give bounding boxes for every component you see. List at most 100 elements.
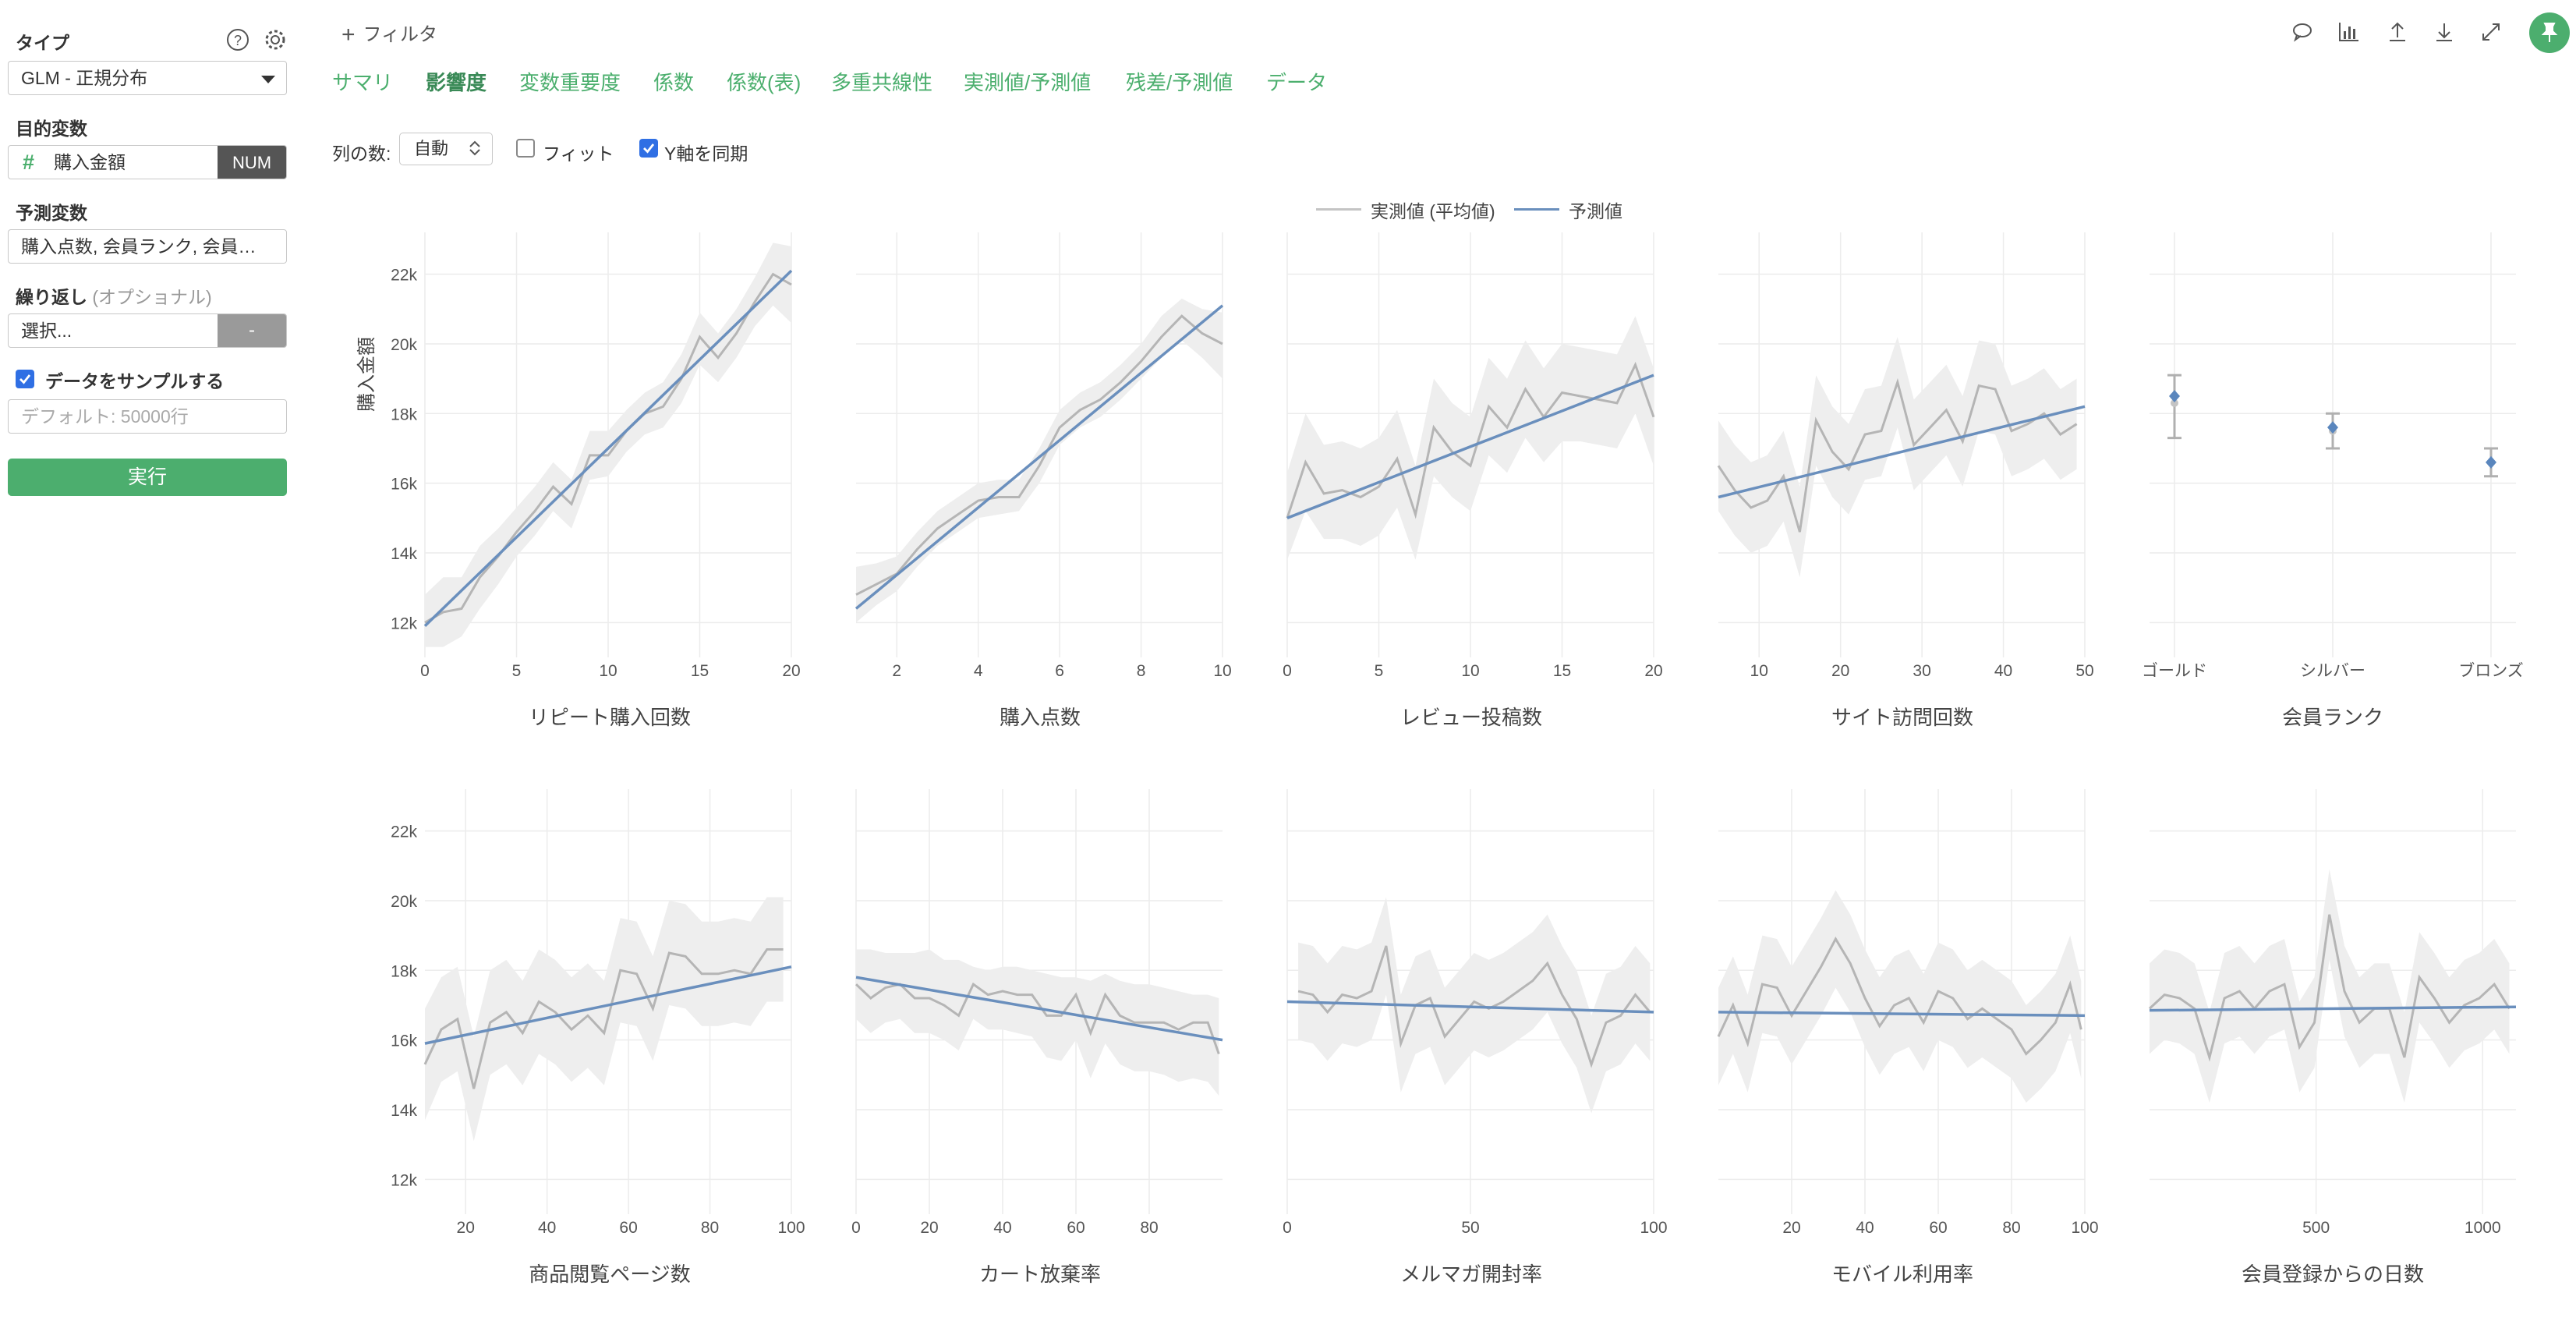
- tab-residual-vs-predicted[interactable]: 残差/予測値: [1126, 71, 1233, 94]
- type-select[interactable]: GLM - 正規分布: [8, 61, 287, 95]
- y-tick-label: 16k: [391, 1032, 417, 1050]
- sample-size-input[interactable]: デフォルト: 50000行: [8, 399, 287, 434]
- y-tick-label: 12k: [391, 614, 417, 632]
- x-tick-label: 10: [1750, 662, 1768, 680]
- predicted-line: [2149, 1005, 2517, 1012]
- actual-mean-line: [855, 314, 1223, 596]
- x-tick-label: 20: [782, 662, 800, 680]
- x-tick-label: 20: [920, 1219, 938, 1237]
- tab-actual-vs-predicted[interactable]: 実測値/予測値: [964, 71, 1092, 94]
- download-icon[interactable]: [2431, 19, 2457, 45]
- sample-label: データをサンプルする: [45, 371, 225, 391]
- filter-button[interactable]: + フィルタ: [341, 19, 437, 48]
- run-button[interactable]: 実行: [8, 459, 287, 496]
- effect-panel-2: 0 5 10 15 20: [1283, 232, 1663, 680]
- sample-checkbox[interactable]: [16, 370, 34, 388]
- confidence-band: [1718, 337, 2077, 578]
- target-type-badge: NUM: [218, 146, 286, 179]
- chevron-down-icon: [261, 76, 275, 83]
- x-tick-label: 50: [1461, 1219, 1479, 1237]
- upload-icon[interactable]: [2384, 19, 2411, 45]
- effect-panel-4: ゴールド シルバー ブロンズ: [2142, 232, 2524, 680]
- x-tick-label: 60: [1929, 1219, 1947, 1237]
- chart-icon[interactable]: [2336, 19, 2362, 45]
- x-tick-label: 15: [1553, 662, 1571, 680]
- actual-mean-line: [424, 272, 792, 624]
- y-tick-label: 20k: [391, 893, 417, 911]
- chevron-updown-icon: [469, 140, 480, 156]
- x-tick-label: 80: [2002, 1219, 2020, 1237]
- panel-title-member-rank: 会員ランク: [2281, 706, 2383, 729]
- type-select-value: GLM - 正規分布: [21, 68, 148, 88]
- sync-y-label: Y軸を同期: [664, 143, 748, 164]
- x-tick-label: シルバー: [2300, 662, 2365, 680]
- repeat-select[interactable]: 選択...: [21, 321, 73, 341]
- x-tick-label: ブロンズ: [2458, 662, 2524, 680]
- confidence-band: [2150, 869, 2510, 1103]
- y-tick-label: 14k: [391, 1102, 417, 1120]
- x-tick-label: 0: [851, 1219, 861, 1237]
- tab-multicollinearity[interactable]: 多重共線性: [831, 71, 933, 94]
- y-tick-label: 12k: [391, 1171, 417, 1189]
- effect-panel-3: 10 20 30 40 50: [1717, 232, 2094, 680]
- x-tick-label: 2: [892, 662, 901, 680]
- legend-predicted-label[interactable]: 予測値: [1569, 201, 1622, 221]
- pin-button[interactable]: [2529, 12, 2570, 53]
- x-tick-label: 6: [1055, 662, 1064, 680]
- repeat-button[interactable]: -: [218, 314, 286, 347]
- y-tick-label: 20k: [391, 336, 417, 354]
- confidence-band: [1298, 897, 1651, 1114]
- target-field[interactable]: # 購入金額 NUM: [8, 145, 287, 179]
- tab-coefficients-table[interactable]: 係数(表): [727, 71, 801, 94]
- x-tick-label: 40: [993, 1219, 1011, 1237]
- numeric-hash-icon: #: [23, 151, 35, 174]
- panel-title-newsletter-open: メルマガ開封率: [1399, 1263, 1542, 1286]
- actual-mean-line: [2148, 914, 2511, 1062]
- x-tick-label: 100: [1640, 1219, 1667, 1237]
- comment-icon[interactable]: [2289, 19, 2316, 45]
- x-tick-label: 4: [974, 662, 983, 680]
- predicted-point: [2486, 455, 2496, 469]
- tab-data[interactable]: データ: [1266, 71, 1328, 94]
- x-tick-label: 5: [512, 662, 522, 680]
- legend-actual-swatch: [1316, 208, 1361, 211]
- expand-icon[interactable]: [2478, 19, 2504, 45]
- confidence-band: [856, 298, 1223, 623]
- predicted-line: [1718, 405, 2086, 499]
- panel-title-mobile-usage: モバイル利用率: [1831, 1263, 1973, 1286]
- panel-title-review-count: レビュー投稿数: [1399, 706, 1542, 729]
- gear-icon[interactable]: [262, 27, 288, 53]
- effect-panel-5: 12k 14k 16k 18k 20k 22k 20 40 60 80 100: [391, 789, 805, 1237]
- tab-coefficients[interactable]: 係数: [653, 71, 695, 94]
- actual-point: [2171, 398, 2178, 407]
- repeat-label-text: 繰り返し: [16, 287, 87, 307]
- predicted-line: [1718, 1011, 2086, 1018]
- tab-variable-importance[interactable]: 変数重要度: [519, 71, 621, 94]
- tab-summary[interactable]: サマリ: [332, 71, 394, 94]
- fit-checkbox[interactable]: [516, 139, 535, 158]
- x-tick-label: 80: [1140, 1219, 1158, 1237]
- x-tick-label: 0: [1283, 1219, 1292, 1237]
- predicted-line: [855, 304, 1224, 610]
- x-tick-label: 40: [538, 1219, 556, 1237]
- predictors-field[interactable]: 購入点数, 会員ランク, 会員…: [8, 229, 287, 264]
- y-tick-label: 22k: [391, 267, 417, 285]
- legend-actual-label[interactable]: 実測値 (平均値): [1371, 201, 1495, 221]
- x-tick-label: 60: [1067, 1219, 1085, 1237]
- target-label: 目的変数: [16, 119, 87, 139]
- predicted-line: [424, 965, 792, 1045]
- x-tick-label: 20: [1831, 662, 1849, 680]
- actual-mean-line: [1717, 377, 2078, 533]
- y-tick-label: 18k: [391, 406, 417, 423]
- columns-select[interactable]: 自動: [399, 133, 493, 165]
- help-icon[interactable]: ?: [225, 27, 251, 53]
- sync-y-checkbox[interactable]: [639, 139, 658, 158]
- actual-mean-line: [423, 948, 784, 1089]
- repeat-label: 繰り返し (オプショナル): [16, 282, 212, 309]
- actual-mean-line: [855, 982, 1220, 1054]
- tab-effects[interactable]: 影響度: [426, 71, 487, 94]
- x-tick-label: 15: [691, 662, 709, 680]
- x-tick-label: 8: [1137, 662, 1146, 680]
- pin-icon: [2541, 23, 2558, 42]
